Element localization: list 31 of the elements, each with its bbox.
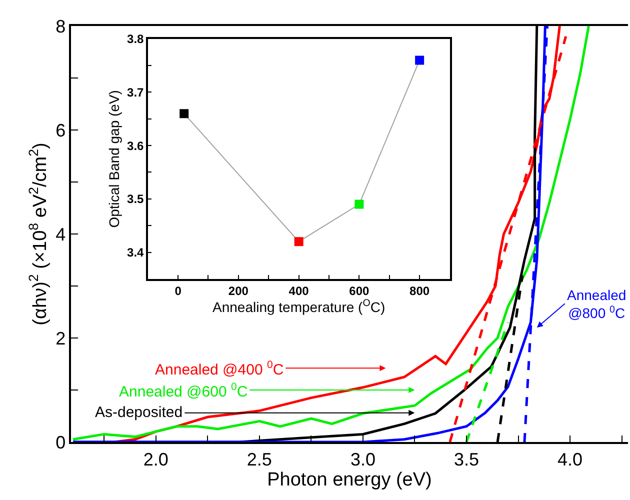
y-axis-title: Optical Band gap (eV) [106, 90, 122, 228]
y-tick-label: 3.6 [127, 138, 144, 153]
x-tick-label: 400 [288, 284, 310, 298]
annotation: Annealed @600 $^{0}$C [119, 381, 248, 400]
point [294, 237, 304, 246]
x-tick-label: 600 [349, 284, 370, 298]
x-tick-label: 2.0 [143, 449, 168, 470]
x-tick-label: 2.5 [246, 449, 272, 470]
x-tick-label: 200 [228, 284, 249, 298]
y-tick-label: 2 [56, 328, 66, 348]
point [180, 109, 189, 118]
y-tick-label: 4 [56, 224, 66, 244]
x-tick-label: 0 [174, 284, 182, 298]
annotation: As-deposited [95, 404, 183, 421]
annotation: Annealed @400 $^{0}$C [155, 359, 284, 378]
annotation: Annealed @800 $^{0}$C [567, 287, 626, 322]
x-tick-label: 3.5 [454, 449, 480, 470]
x-axis-title: Annealing temperature ($^{O}$C) [212, 298, 386, 315]
y-tick-label: 6 [56, 120, 66, 140]
point [354, 200, 364, 209]
x-tick-label: 800 [410, 284, 430, 298]
y-tick-label: 3.7 [127, 85, 144, 100]
y-tick-label: 3.4 [127, 245, 144, 260]
y-tick-label: 0 [56, 432, 66, 452]
x-axis-title: Photon energy (eV) [267, 470, 432, 491]
x-tick-label: 4.0 [558, 449, 583, 470]
y-tick-label: 3.8 [127, 32, 144, 46]
point [415, 56, 424, 65]
y-tick-label: 8 [56, 16, 66, 36]
x-tick-label: 3.0 [350, 449, 376, 470]
y-tick-label: 3.5 [127, 192, 144, 206]
